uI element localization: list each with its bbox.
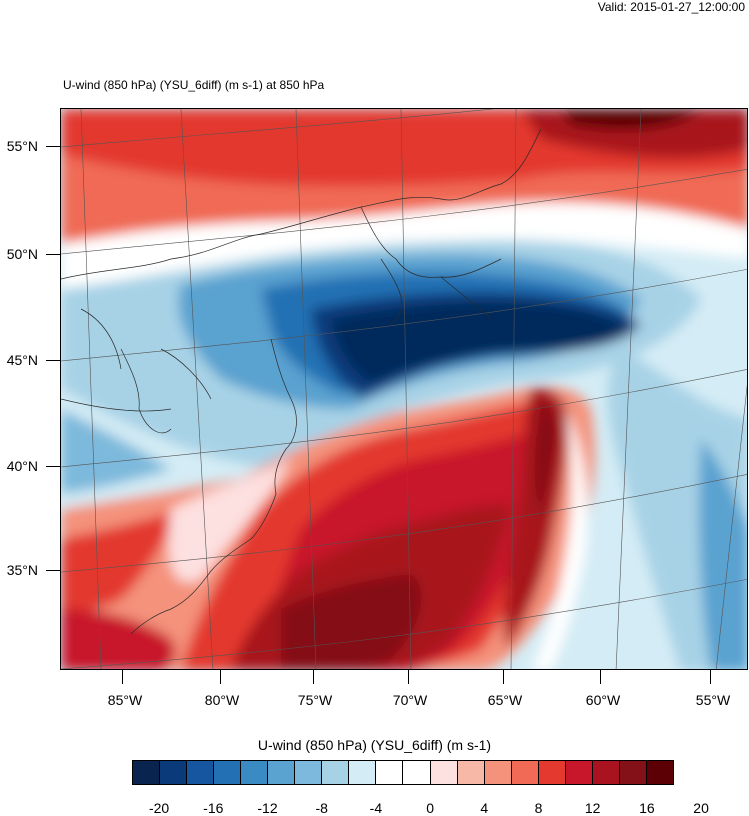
lon-tick bbox=[122, 670, 123, 684]
lon-label-65: 65°W bbox=[487, 692, 523, 708]
colorbar-swatch bbox=[403, 761, 431, 784]
colorbar-swatch bbox=[592, 761, 620, 784]
lat-tick bbox=[46, 466, 60, 467]
colorbar-swatch bbox=[484, 761, 512, 784]
colorbar-tick-label: 20 bbox=[693, 800, 709, 816]
map-subtitle: U-wind (850 hPa) (YSU_6diff) (m s-1) at … bbox=[63, 78, 325, 92]
colorbar-tick-label: 4 bbox=[480, 800, 489, 816]
colorbar-swatch bbox=[619, 761, 647, 784]
wind-field bbox=[61, 109, 747, 669]
lon-label-55: 55°W bbox=[695, 692, 731, 708]
colorbar-swatch bbox=[187, 761, 215, 784]
colorbar-swatch bbox=[565, 761, 593, 784]
colorbar-swatch bbox=[376, 761, 404, 784]
lat-label-55: 55°N bbox=[6, 138, 38, 154]
lon-label-80: 80°W bbox=[204, 692, 240, 708]
lat-tick bbox=[46, 570, 60, 571]
lon-label-85: 85°W bbox=[107, 692, 143, 708]
lat-label-50: 50°N bbox=[6, 246, 38, 262]
lat-tick bbox=[46, 360, 60, 361]
colorbar-swatch bbox=[646, 761, 673, 784]
colorbar-swatch bbox=[430, 761, 458, 784]
colorbar-swatch bbox=[160, 761, 188, 784]
colorbar-tick-label: 0 bbox=[426, 800, 434, 816]
colorbar-swatch bbox=[268, 761, 296, 784]
colorbar-swatch bbox=[241, 761, 269, 784]
colorbar-swatch bbox=[511, 761, 539, 784]
lon-label-60: 60°W bbox=[585, 692, 621, 708]
lon-tick bbox=[710, 670, 711, 684]
lat-tick bbox=[46, 146, 60, 147]
colorbar-swatch bbox=[322, 761, 350, 784]
colorbar-tick-label: 16 bbox=[639, 800, 655, 816]
colorbar-tick-label: -8 bbox=[315, 800, 328, 816]
lat-label-40: 40°N bbox=[6, 458, 38, 474]
lon-tick bbox=[313, 670, 314, 684]
coastline-lines bbox=[61, 128, 542, 635]
lon-tick bbox=[408, 670, 409, 684]
colorbar bbox=[132, 760, 674, 785]
colorbar-swatch bbox=[295, 761, 323, 784]
colorbar-tick-label: -4 bbox=[369, 800, 383, 816]
lat-label-45: 45°N bbox=[6, 352, 38, 368]
colorbar-tick-label: 12 bbox=[584, 800, 601, 816]
colorbar-swatch bbox=[538, 761, 566, 784]
colorbar-swatch bbox=[214, 761, 242, 784]
lon-tick bbox=[600, 670, 601, 684]
colorbar-swatch bbox=[457, 761, 485, 784]
lon-label-70: 70°W bbox=[392, 692, 428, 708]
lat-tick bbox=[46, 254, 60, 255]
colorbar-swatch bbox=[349, 761, 377, 784]
valid-time: Valid: 2015-01-27_12:00:00 bbox=[597, 0, 745, 14]
graticule bbox=[61, 109, 747, 669]
lon-tick bbox=[220, 670, 221, 684]
lon-tick bbox=[503, 670, 504, 684]
colorbar-title: U-wind (850 hPa) (YSU_6diff) (m s-1) bbox=[257, 737, 492, 753]
lat-label-35: 35°N bbox=[6, 562, 38, 578]
colorbar-tick-label: -12 bbox=[257, 800, 278, 816]
colorbar-tick-label: -20 bbox=[148, 800, 170, 816]
lon-label-75: 75°W bbox=[297, 692, 333, 708]
colorbar-tick-label: -16 bbox=[203, 800, 224, 816]
colorbar-swatch bbox=[133, 761, 161, 784]
wind-map bbox=[60, 108, 748, 670]
colorbar-tick-label: 8 bbox=[534, 800, 543, 816]
